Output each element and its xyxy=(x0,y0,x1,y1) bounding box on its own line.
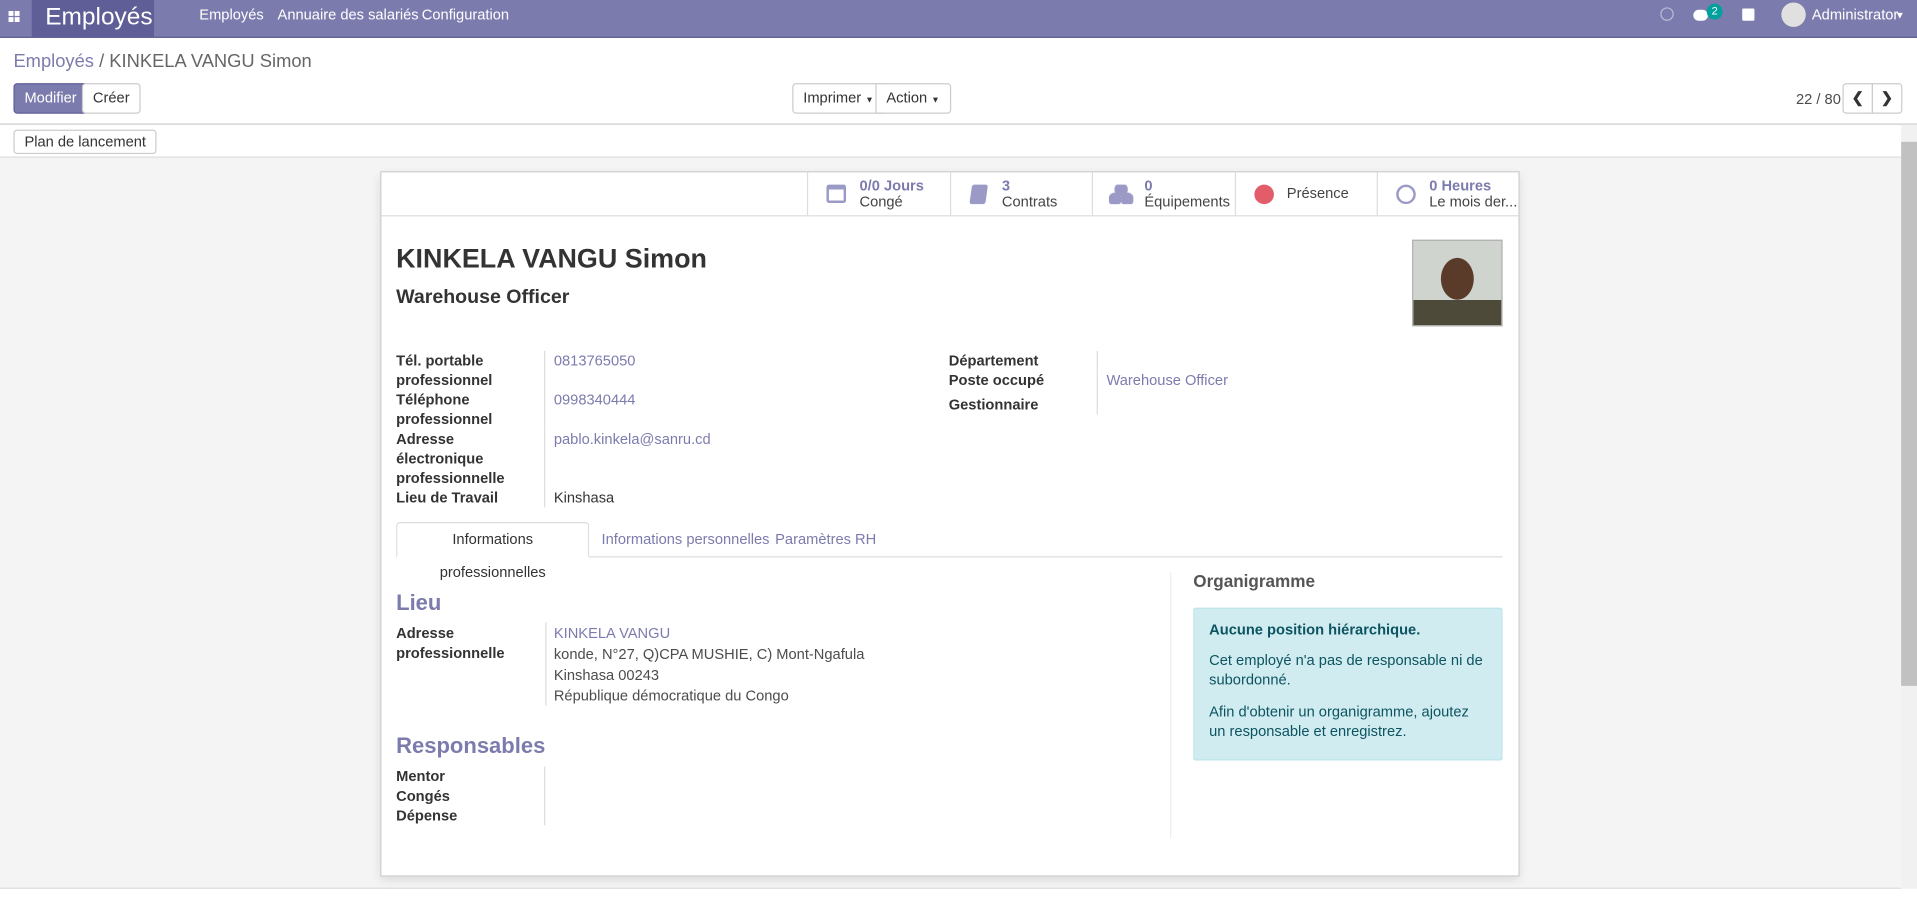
top-navbar: Employés Employés Annuaire des salariés … xyxy=(0,0,1917,38)
cubes-icon xyxy=(1108,184,1135,204)
divider xyxy=(545,622,547,706)
address-label: Adresse professionnelle xyxy=(396,624,505,662)
menu-annuaire[interactable]: Annuaire des salariés xyxy=(277,6,419,24)
field-label: Tél. portable professionnel xyxy=(396,350,546,391)
gift-icon[interactable] xyxy=(1742,8,1755,21)
org-chart-title: Organigramme xyxy=(1193,570,1316,591)
field-value[interactable]: 0998340444 xyxy=(553,391,636,409)
tab-informations-personnelles[interactable]: Informations personnelles xyxy=(601,530,770,548)
address-line: konde, N°27, Q)CPA MUSHIE, C) Mont-Ngafu… xyxy=(553,645,865,663)
leave-manager-label: Congés xyxy=(396,787,450,805)
fields-right-group: Département Poste occupé Warehouse Officer… xyxy=(949,350,1487,415)
tab-parametres-rh[interactable]: Paramètres RH xyxy=(775,530,877,548)
user-menu[interactable]: Administrator xyxy=(1811,6,1899,24)
field-label: Gestionnaire xyxy=(949,390,1098,415)
stat-label: Contrats xyxy=(1001,192,1058,210)
address-partner-link[interactable]: KINKELA VANGU xyxy=(553,624,671,642)
pager-value: 22 / 80 xyxy=(1795,90,1841,108)
employee-job-title: Warehouse Officer xyxy=(396,287,570,309)
breadcrumb-parent[interactable]: Employés xyxy=(13,51,94,73)
launch-plan-button[interactable]: Plan de lancement xyxy=(13,129,157,155)
menu-configuration[interactable]: Configuration xyxy=(421,6,510,24)
divider xyxy=(0,123,1917,125)
caret-down-icon: ▼ xyxy=(931,96,940,106)
field-value[interactable]: 0813765050 xyxy=(553,352,636,370)
field-label: Poste occupé xyxy=(949,370,1098,391)
breadcrumb-current: KINKELA VANGU Simon xyxy=(109,51,312,73)
mentor-label: Mentor xyxy=(396,767,446,785)
org-heading: Aucune position hiérarchique. xyxy=(1209,621,1421,639)
stat-label: Présence xyxy=(1286,184,1349,202)
avatar[interactable] xyxy=(1781,2,1806,27)
print-label: Imprimer xyxy=(803,89,862,107)
breadcrumb: Employés / KINKELA VANGU Simon xyxy=(13,51,312,73)
chat-icon[interactable] xyxy=(1693,9,1708,21)
employee-photo[interactable] xyxy=(1412,239,1503,327)
print-dropdown[interactable]: Imprimer ▼ xyxy=(792,83,885,114)
field-value: Kinshasa xyxy=(553,489,615,507)
field-label: Téléphone professionnel xyxy=(396,390,546,430)
edit-button[interactable]: Modifier xyxy=(13,83,88,114)
stat-button-3[interactable]: Présence xyxy=(1234,172,1377,216)
stat-value: 0 Heures xyxy=(1429,176,1492,194)
stat-button-4[interactable]: 0 Heures Le mois der... xyxy=(1376,172,1520,216)
divider xyxy=(381,215,1519,217)
field-value[interactable] xyxy=(1098,351,1487,371)
app-brand[interactable]: Employés xyxy=(31,0,155,37)
action-dropdown[interactable]: Action ▼ xyxy=(875,83,951,114)
apps-grid-icon[interactable] xyxy=(8,11,20,23)
stat-value: 0/0 Jours xyxy=(859,176,924,194)
book-icon xyxy=(965,184,992,204)
pager-previous-button[interactable]: ❮ xyxy=(1842,83,1874,114)
field-label: Adresse électronique professionnelle xyxy=(396,429,546,488)
pager-next-button[interactable]: ❯ xyxy=(1871,83,1903,114)
chat-count-badge: 2 xyxy=(1706,3,1723,20)
stat-button-2[interactable]: 0 Équipements xyxy=(1091,172,1235,216)
menu-employes[interactable]: Employés xyxy=(199,6,264,24)
caret-down-icon: ▼ xyxy=(865,96,874,106)
clock-icon xyxy=(1393,184,1420,204)
section-lieu-title: Lieu xyxy=(396,590,442,615)
stat-value: 3 xyxy=(1001,176,1011,194)
tab-informations-professionnelles[interactable]: Informations professionnelles xyxy=(396,522,590,581)
field-value[interactable]: Warehouse Officer xyxy=(1106,371,1228,389)
responsables-labels: Mentor Congés Dépense xyxy=(396,766,546,826)
caret-down-icon[interactable]: ▼ xyxy=(1895,9,1905,21)
address-value: KINKELA VANGU konde, N°27, Q)CPA MUSHIE,… xyxy=(554,624,865,707)
field-label: Lieu de Travail xyxy=(396,487,546,508)
scrollbar[interactable] xyxy=(1901,124,1917,889)
stat-value: 0 xyxy=(1144,176,1153,194)
divider xyxy=(1170,572,1172,839)
expense-manager-label: Dépense xyxy=(396,806,458,825)
org-chart-alert: Aucune position hiérarchique. Cet employ… xyxy=(1193,607,1503,761)
field-value[interactable] xyxy=(1098,390,1487,414)
field-label: Département xyxy=(949,350,1098,371)
org-text: Afin d'obtenir un organigramme, ajoutez … xyxy=(1209,702,1469,740)
fields-left-group: Tél. portable professionnel 0813765050 Tél… xyxy=(396,350,909,508)
calendar-icon xyxy=(823,184,850,203)
presence-dot-icon xyxy=(1250,184,1277,204)
stat-button-1[interactable]: 3 Contrats xyxy=(949,172,1092,216)
stat-label: Le mois der... xyxy=(1429,192,1518,210)
employee-name: KINKELA VANGU Simon xyxy=(396,243,707,274)
section-responsables-title: Responsables xyxy=(396,733,546,759)
address-line: Kinshasa 00243 xyxy=(553,666,660,684)
divider xyxy=(396,556,1503,558)
address-line: République démocratique du Congo xyxy=(553,687,789,705)
stat-label: Équipements xyxy=(1144,192,1230,210)
stat-label: Congé xyxy=(859,192,903,210)
field-value[interactable]: pablo.kinkela@sanru.cd xyxy=(553,430,711,448)
create-button[interactable]: Créer xyxy=(81,83,141,114)
stat-button-0[interactable]: 0/0 Jours Congé xyxy=(806,172,950,216)
org-text: Cet employé n'a pas de responsable ni de… xyxy=(1209,651,1483,689)
action-label: Action xyxy=(886,89,928,107)
activity-clock-icon[interactable] xyxy=(1660,7,1674,21)
